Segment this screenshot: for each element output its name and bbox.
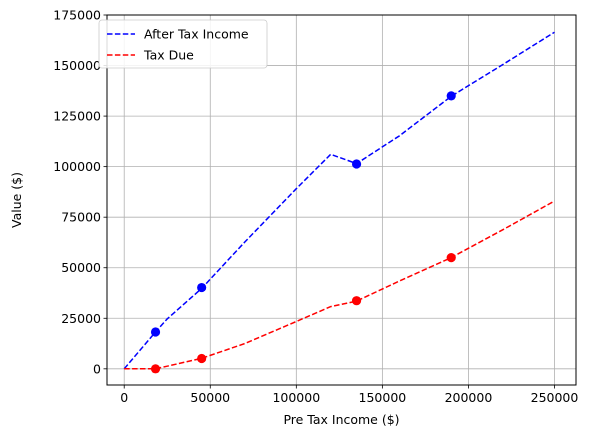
legend-box bbox=[98, 19, 268, 69]
data-point bbox=[351, 159, 362, 169]
data-point bbox=[197, 353, 207, 364]
y-tick-label: 25000 bbox=[61, 311, 101, 326]
y-tick-label: 150000 bbox=[53, 58, 101, 73]
x-tick-label: 0 bbox=[120, 390, 128, 405]
y-tick-label: 125000 bbox=[53, 109, 101, 124]
series-line-0 bbox=[123, 31, 555, 370]
y-tick-label: 50000 bbox=[61, 260, 101, 275]
y-tick-label: 0 bbox=[93, 361, 101, 376]
x-axis-label: Pre Tax Income ($) bbox=[283, 412, 399, 427]
grid bbox=[107, 14, 576, 385]
legend-label: After Tax Income bbox=[144, 27, 249, 42]
data-point bbox=[446, 91, 456, 101]
x-tick-label: 150000 bbox=[359, 390, 407, 405]
x-tick-label: 50000 bbox=[190, 390, 230, 405]
x-tick-label: 250000 bbox=[531, 390, 579, 405]
legend: After Tax Income Tax Due bbox=[98, 19, 268, 69]
x-tick-label: 200000 bbox=[445, 390, 493, 405]
y-tick-label: 100000 bbox=[53, 159, 101, 174]
series-line-1 bbox=[124, 200, 555, 370]
y-tick-label: 175000 bbox=[53, 8, 101, 23]
data-point bbox=[351, 296, 362, 306]
legend-label: Tax Due bbox=[143, 48, 194, 63]
series-layer bbox=[123, 31, 555, 374]
y-axis-label: Value ($) bbox=[9, 172, 24, 228]
plot-frame bbox=[106, 14, 577, 386]
x-tick-label: 100000 bbox=[272, 390, 320, 405]
y-tick-label: 75000 bbox=[61, 210, 101, 225]
data-point bbox=[150, 364, 161, 374]
data-point bbox=[197, 282, 207, 293]
axis-ticks: 0 50000 100000 150000 200000 250000 0 25000 5000… bbox=[53, 8, 578, 406]
data-point bbox=[150, 327, 161, 337]
data-point bbox=[446, 253, 456, 263]
